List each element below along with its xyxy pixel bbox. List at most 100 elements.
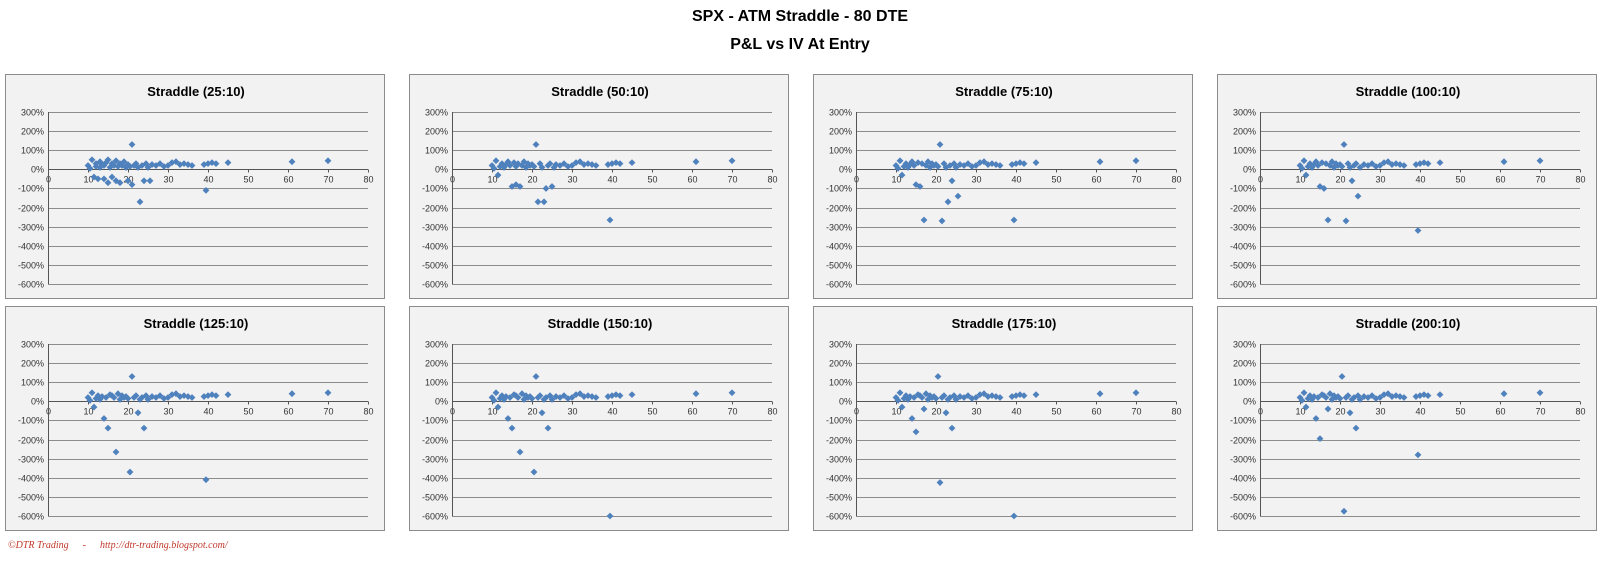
data-point bbox=[508, 183, 516, 190]
data-point bbox=[1420, 159, 1428, 167]
footer-url[interactable]: http://dtr-trading.blogspot.com/ bbox=[100, 540, 228, 551]
y-tick-label: -600% bbox=[826, 512, 852, 522]
data-point bbox=[122, 164, 130, 171]
x-tick-label: 50 bbox=[1455, 175, 1465, 185]
data-point bbox=[972, 394, 980, 401]
data-point bbox=[692, 390, 700, 398]
data-point bbox=[560, 160, 568, 167]
data-point bbox=[1320, 185, 1328, 192]
data-point bbox=[976, 159, 984, 167]
data-point bbox=[148, 393, 156, 400]
data-point bbox=[530, 163, 538, 170]
y-tick-label: -600% bbox=[422, 280, 448, 290]
x-tick-label: 10 bbox=[83, 175, 93, 185]
data-point bbox=[1320, 392, 1328, 399]
data-point bbox=[938, 394, 946, 401]
data-point bbox=[288, 158, 296, 166]
data-point bbox=[1376, 394, 1384, 401]
x-tick-label: 70 bbox=[323, 175, 333, 185]
data-point bbox=[1340, 507, 1348, 515]
data-point bbox=[536, 160, 544, 167]
x-tick-label: 50 bbox=[243, 175, 253, 185]
y-tick-label: -200% bbox=[18, 204, 44, 214]
x-tick-label: 60 bbox=[687, 175, 697, 185]
y-tick-label: 100% bbox=[425, 378, 448, 388]
data-point bbox=[996, 162, 1004, 169]
data-point bbox=[548, 396, 556, 403]
data-point bbox=[1342, 394, 1350, 401]
data-point bbox=[142, 160, 150, 167]
chart-title: Straddle (200:10) bbox=[1356, 316, 1461, 331]
data-point bbox=[540, 198, 548, 206]
y-tick-label: -300% bbox=[1230, 455, 1256, 465]
data-point bbox=[1384, 390, 1392, 398]
y-tick-label: -500% bbox=[422, 493, 448, 503]
data-point bbox=[592, 394, 600, 401]
data-point bbox=[184, 161, 192, 168]
x-tick-label: 50 bbox=[243, 407, 253, 417]
x-tick-label: 60 bbox=[687, 407, 697, 417]
data-point bbox=[910, 394, 918, 401]
data-point bbox=[144, 396, 152, 403]
data-point bbox=[1336, 161, 1344, 168]
x-tick-label: 10 bbox=[891, 407, 901, 417]
data-point bbox=[512, 181, 520, 189]
page-title: SPX - ATM Straddle - 80 DTE bbox=[691, 8, 909, 25]
data-point bbox=[104, 424, 112, 432]
data-point bbox=[204, 160, 212, 167]
x-tick-label: 40 bbox=[1011, 175, 1021, 185]
y-tick-label: 200% bbox=[425, 127, 448, 137]
y-tick-label: 300% bbox=[425, 108, 448, 118]
y-tick-label: 300% bbox=[21, 340, 44, 350]
data-point bbox=[988, 160, 996, 167]
data-point bbox=[946, 394, 954, 401]
data-point bbox=[546, 160, 554, 167]
chart-title: Straddle (150:10) bbox=[548, 316, 653, 331]
data-point bbox=[126, 468, 134, 476]
data-point bbox=[728, 157, 736, 165]
chart-panel: Straddle (175:10) 300% 200% 100% 0% -100% -200… bbox=[813, 306, 1193, 531]
data-point bbox=[936, 479, 944, 486]
data-point bbox=[944, 396, 952, 403]
data-point bbox=[950, 392, 958, 399]
data-point bbox=[506, 162, 514, 169]
y-tick-label: 0% bbox=[1243, 165, 1256, 175]
data-point bbox=[492, 389, 500, 397]
data-point bbox=[1326, 162, 1334, 169]
scatter-chart: Straddle (175:10) 300% 200% 100% 0% -100% -200… bbox=[826, 316, 1182, 522]
data-point bbox=[172, 390, 180, 398]
y-tick-label: -100% bbox=[826, 416, 852, 426]
data-point bbox=[942, 409, 950, 417]
data-point bbox=[100, 415, 108, 422]
data-point bbox=[1308, 164, 1316, 171]
data-point bbox=[1354, 192, 1362, 200]
x-tick-label: 70 bbox=[323, 407, 333, 417]
scatter-chart: Straddle (150:10) 300% 200% 100% 0% -100% -200… bbox=[422, 316, 778, 522]
data-point bbox=[324, 157, 332, 165]
x-tick-label: 40 bbox=[607, 407, 617, 417]
data-point bbox=[128, 181, 136, 189]
data-point bbox=[912, 181, 920, 189]
y-tick-label: 0% bbox=[1243, 397, 1256, 407]
data-point bbox=[1096, 390, 1104, 398]
x-tick-label: 70 bbox=[1131, 175, 1141, 185]
data-point bbox=[1360, 393, 1368, 400]
data-point bbox=[1132, 157, 1140, 165]
data-point bbox=[920, 405, 928, 413]
chart-title: Straddle (75:10) bbox=[955, 84, 1053, 99]
data-point bbox=[1416, 160, 1424, 167]
y-tick-label: -600% bbox=[422, 512, 448, 522]
data-point bbox=[576, 390, 584, 398]
data-point bbox=[926, 164, 934, 171]
data-point bbox=[140, 177, 148, 185]
x-tick-label: 20 bbox=[527, 175, 537, 185]
data-point bbox=[490, 396, 498, 404]
data-point bbox=[156, 160, 164, 167]
x-tick-label: 20 bbox=[1335, 175, 1345, 185]
data-point bbox=[1304, 163, 1312, 170]
data-point bbox=[200, 161, 208, 168]
chart-panel: Straddle (25:10) 300% 200% 100% 0% -100% -200%… bbox=[5, 74, 385, 299]
y-tick-label: -600% bbox=[1230, 280, 1256, 290]
data-point bbox=[1296, 394, 1304, 401]
data-point bbox=[952, 164, 960, 171]
